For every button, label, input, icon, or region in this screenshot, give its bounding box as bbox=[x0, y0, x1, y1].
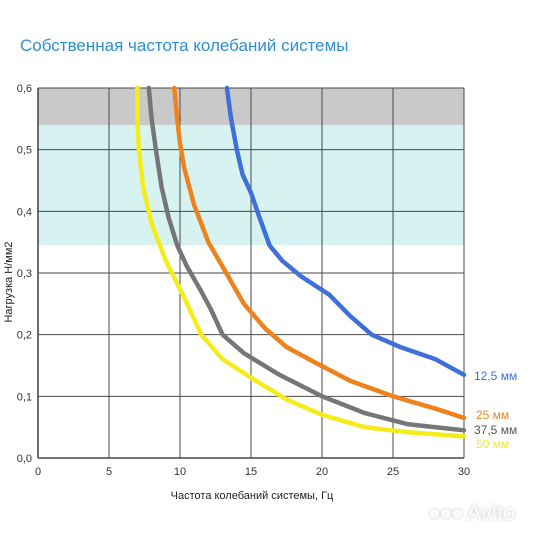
tick-labels: 0 5 10 15 20 25 30 0,0 0,1 0,2 0,3 0,4 0,5 0,6 bbox=[17, 83, 470, 478]
series-label-1: 25 мм bbox=[476, 408, 509, 422]
x-tick-label: 10 bbox=[174, 466, 186, 478]
y-tick-label: 0,4 bbox=[17, 206, 32, 218]
x-tick-label: 30 bbox=[458, 466, 470, 478]
y-axis-label: Нагрузка Н/мм2 bbox=[3, 241, 15, 322]
y-tick-label: 0,3 bbox=[17, 268, 32, 280]
x-tick-label: 0 bbox=[35, 466, 41, 478]
y-tick-label: 0,6 bbox=[17, 83, 32, 95]
x-axis-label: Частота колебаний системы, Гц bbox=[171, 490, 334, 502]
y-tick-label: 0,2 bbox=[17, 330, 32, 342]
avito-brand: Avito bbox=[466, 500, 516, 525]
series-line-3 bbox=[135, 85, 467, 439]
x-tick-label: 15 bbox=[245, 466, 257, 478]
series-label-0: 12,5 мм bbox=[474, 369, 517, 383]
series-line-2 bbox=[146, 85, 467, 433]
x-tick-label: 25 bbox=[387, 466, 399, 478]
avito-watermark: ●●● Avito bbox=[428, 500, 515, 526]
series-label-2: 37,5 мм bbox=[474, 423, 517, 437]
series-line-1 bbox=[172, 85, 467, 421]
avito-logo-icon: ●●● bbox=[428, 500, 464, 525]
y-tick-label: 0,5 bbox=[17, 145, 32, 157]
x-tick-label: 5 bbox=[106, 466, 112, 478]
y-tick-label: 0,0 bbox=[17, 453, 32, 465]
series-label-3: 50 мм bbox=[476, 437, 509, 451]
x-tick-label: 20 bbox=[316, 466, 328, 478]
series-lines bbox=[135, 85, 467, 439]
series-line-0 bbox=[224, 85, 467, 378]
y-tick-label: 0,1 bbox=[17, 391, 32, 403]
chart-title: Собственная частота колебаний системы bbox=[20, 36, 349, 55]
